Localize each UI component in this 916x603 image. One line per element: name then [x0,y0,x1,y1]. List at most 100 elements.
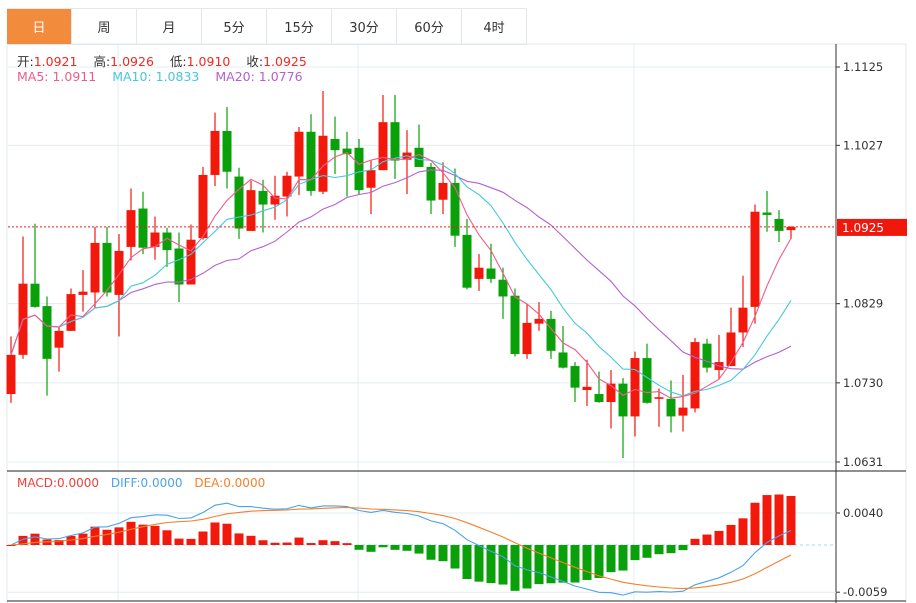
candle-body [762,212,772,215]
candle [246,180,256,231]
macd-value: MACD:0.0000 [17,476,100,490]
candle-body [294,131,304,177]
candle-body [486,268,496,279]
candle [558,326,568,369]
macd-bar [726,524,736,545]
macd-bar [786,496,796,545]
macd-legend: MACD:0.0000 DIFF:0.0000 DEA:0.0000 [17,476,265,490]
candle [594,371,604,403]
macd-bar [450,545,460,569]
macd-bar [594,545,604,578]
diff-line [10,502,792,596]
ma-info: MA5: 1.0911 MA10: 1.0833 MA20: 1.0776 [17,69,303,84]
candle-body [198,174,208,239]
candle-body [774,218,784,231]
ma10-value: MA10: 1.0833 [112,69,200,84]
macd-bar [666,545,676,554]
candle-body [702,343,712,368]
tab-day[interactable]: 日 [7,9,72,44]
price-tick-label: 1.0730 [843,376,883,390]
candle-body [690,342,700,409]
candle [390,94,400,179]
candle [486,243,496,283]
macd-bar [282,542,292,545]
candle [426,162,436,215]
candle [642,343,652,404]
macd-bar [18,535,28,545]
candle [738,275,748,347]
candle [510,288,520,357]
candle-body [726,332,736,367]
candle-body [342,148,352,155]
macd-bar [426,545,436,560]
candle [6,336,16,403]
candle-body [738,307,748,333]
ma20-line [10,169,792,370]
dea-line [10,506,792,590]
macd-bar [102,529,112,545]
low-value: 1.0910 [186,54,231,69]
candle [102,226,112,297]
candle [474,254,484,291]
macd-bar [702,534,712,545]
ma20-value: MA20: 1.0776 [215,69,303,84]
macd-bar [654,545,664,555]
ma10-line [10,155,792,397]
candle [450,168,460,247]
macd-bar [738,518,748,545]
macd-bar [690,538,700,545]
candle [630,351,640,437]
dea-value: DEA:0.0000 [194,476,266,490]
candle-body [630,358,640,417]
tab-30min[interactable]: 30分 [332,9,397,44]
macd-bar [642,545,652,558]
ohlc-info: 开:1.0921 高:1.0926 低:1.0910 收:1.0925 [17,51,319,70]
macd-bar [126,521,136,545]
candle [498,267,508,319]
candle [462,218,472,290]
macd-bar [54,540,64,545]
candle [786,226,796,239]
candle [126,188,136,261]
tab-60min[interactable]: 60分 [397,9,462,44]
price-tick-label: 1.0631 [843,455,883,469]
candle [666,380,676,433]
tab-5min[interactable]: 5分 [202,9,267,44]
close-label: 收: [246,54,264,69]
macd-bar [390,545,400,550]
tab-week[interactable]: 周 [72,9,137,44]
macd-bar [258,540,268,545]
candle-body [282,175,292,197]
candle [18,236,28,359]
candle [114,234,124,337]
candle-body [366,170,376,188]
candle [318,90,328,195]
candle [702,338,712,373]
close-value: 1.0925 [263,54,307,69]
candle [774,210,784,243]
macd-bar [582,545,592,580]
candle [330,116,340,175]
macd-bar [750,502,760,545]
candle [522,303,532,359]
tab-month[interactable]: 月 [137,9,202,44]
macd-bar [30,533,40,545]
macd-bar [342,543,352,545]
candle [90,226,100,309]
candle-body [30,283,40,307]
candle [582,359,592,407]
candle-body [558,352,568,368]
macd-bar [294,537,304,545]
candle [546,310,556,359]
candle-body [186,239,196,285]
macd-bar [306,543,316,545]
candle-body [270,195,280,205]
candle [654,388,664,427]
tab-4hour[interactable]: 4时 [462,9,527,44]
candle [54,326,64,372]
candle-body [510,295,520,355]
tab-15min[interactable]: 15分 [267,9,332,44]
candle-body [414,147,424,167]
macd-bar [246,535,256,545]
